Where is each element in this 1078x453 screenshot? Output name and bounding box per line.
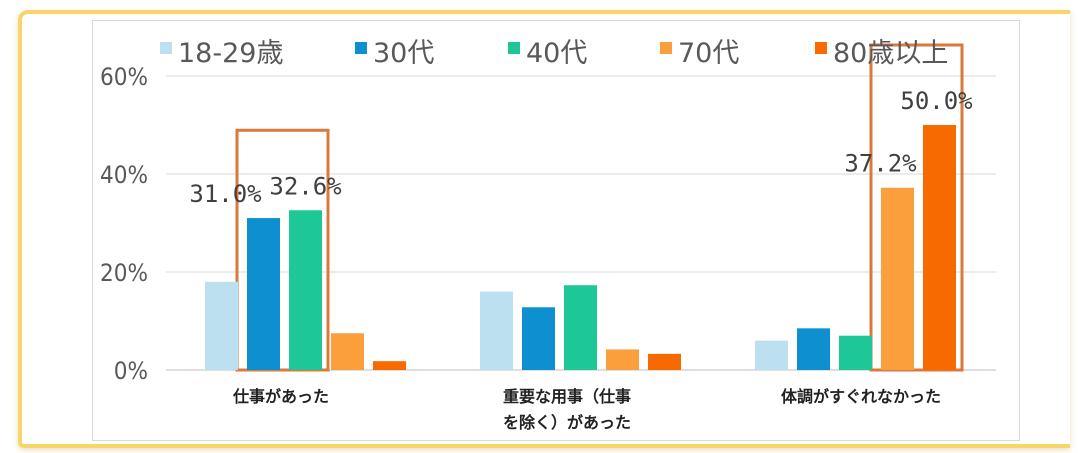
data-labels: 31.0% 32.6% 37.2% 50.0% [189, 87, 973, 208]
bar [755, 340, 788, 370]
y-tick-label: 40% [100, 161, 148, 189]
bar [797, 328, 830, 370]
legend: 18-29歳 30代 40代 70代 80歳以上 [160, 38, 948, 69]
bars [205, 125, 956, 370]
legend-label: 70代 [678, 38, 739, 69]
legend-label: 18-29歳 [178, 38, 283, 69]
bar [564, 285, 597, 370]
category-label: 仕事があった [232, 387, 329, 406]
bar [247, 218, 280, 370]
legend-swatch [508, 42, 520, 54]
bar [606, 349, 639, 370]
highlight-boxes [235, 43, 964, 372]
data-label: 37.2% [844, 150, 917, 178]
bar [289, 210, 322, 370]
legend-label: 80歳以上 [833, 38, 948, 69]
bar [373, 361, 406, 370]
category-label: 体調がすぐれなかった [781, 387, 941, 406]
bar [205, 281, 238, 370]
data-label: 31.0% [189, 180, 262, 208]
bar [648, 353, 681, 370]
bar [522, 307, 555, 370]
category-label: を除く）があった [503, 413, 631, 432]
legend-label: 40代 [526, 38, 587, 69]
y-tick-label: 60% [100, 63, 148, 91]
bar [881, 187, 914, 370]
data-label: 50.0% [900, 87, 973, 115]
bar [839, 335, 872, 370]
bar [331, 333, 364, 370]
highlight-box [869, 43, 964, 372]
highlight-box [235, 128, 330, 372]
legend-swatch [815, 42, 827, 54]
legend-swatch [355, 42, 367, 54]
bar [923, 125, 956, 370]
legend-swatch [160, 42, 172, 54]
legend-swatch [660, 42, 672, 54]
category-label: 重要な用事（仕事 [503, 387, 631, 406]
y-tick-label: 20% [100, 259, 148, 287]
y-axis-ticks: 0% 20% 40% 60% [100, 63, 148, 385]
legend-label: 30代 [373, 38, 434, 69]
bar [480, 291, 513, 370]
data-label: 32.6% [269, 172, 342, 200]
y-tick-label: 0% [114, 357, 148, 385]
